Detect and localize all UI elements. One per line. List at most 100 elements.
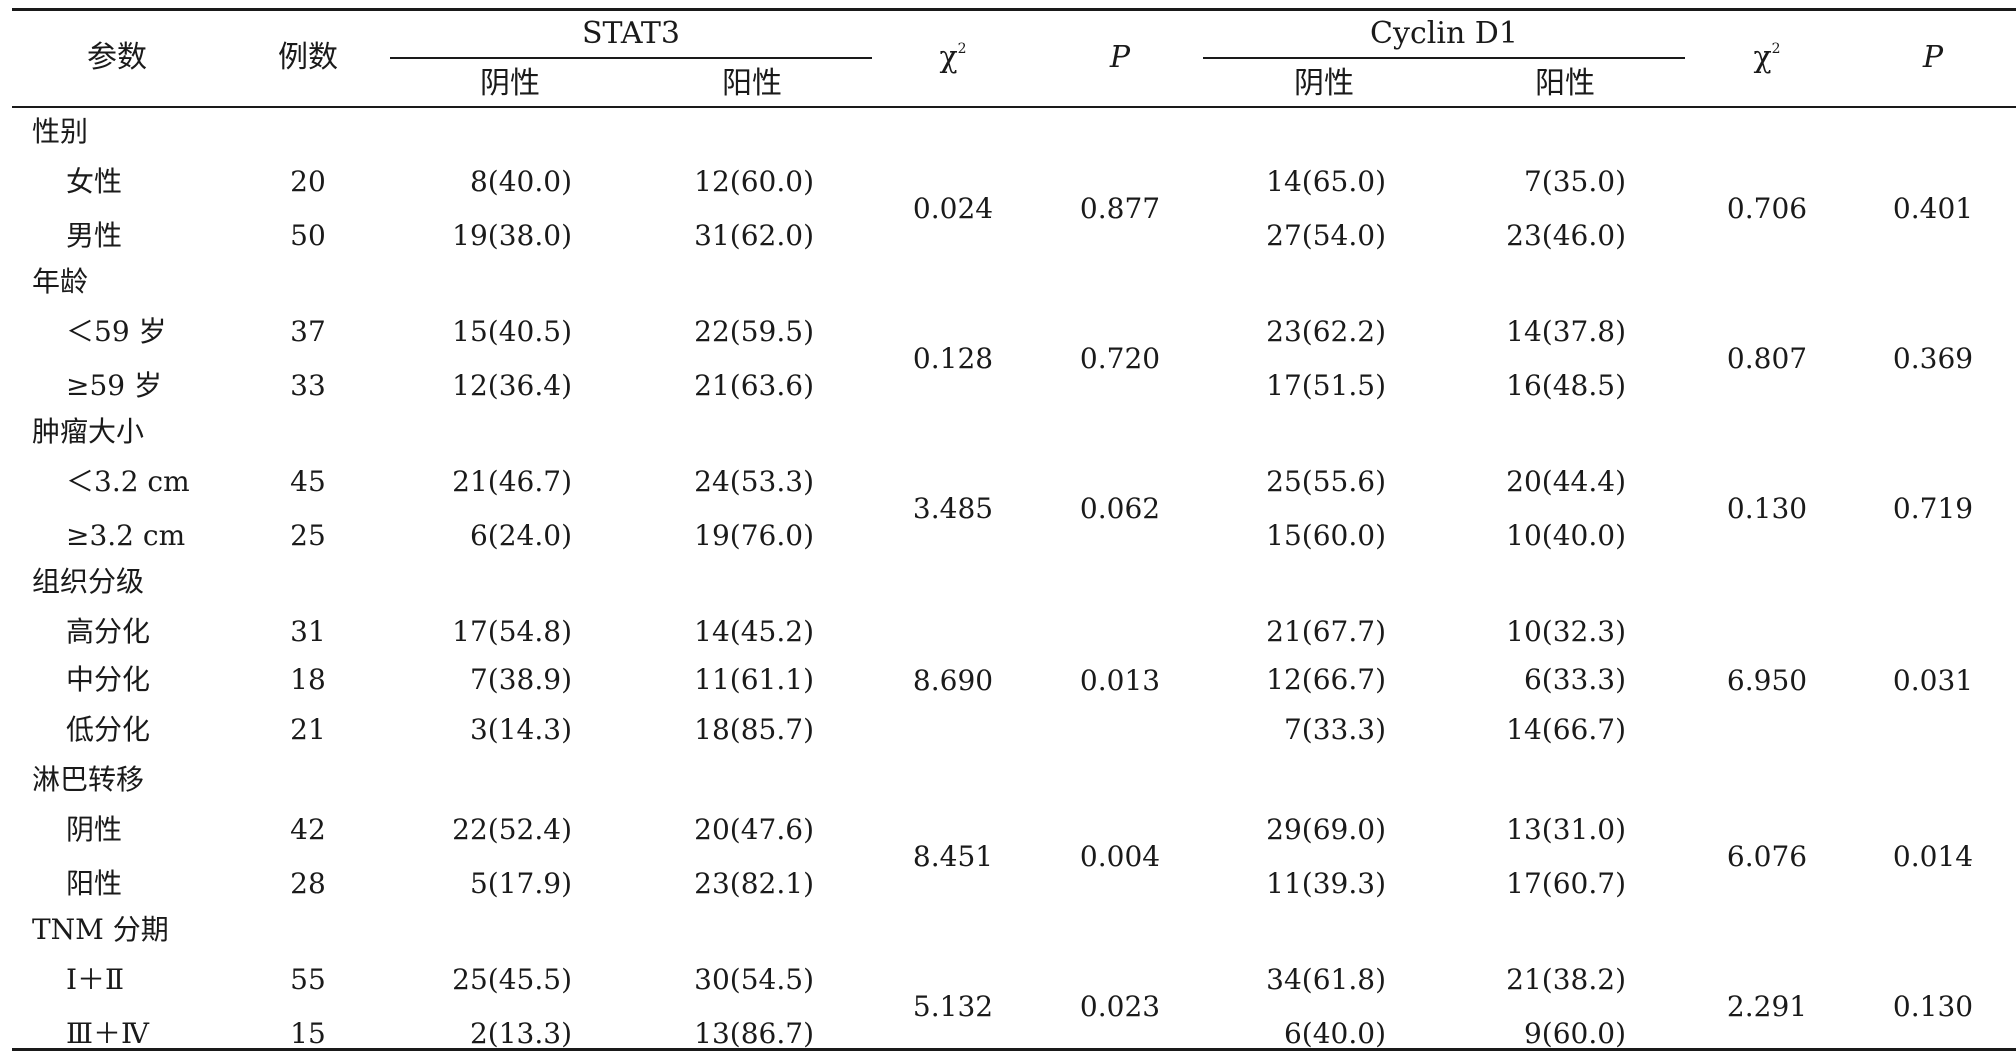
stat3-positive-cell: 19(76.0) (694, 519, 814, 552)
cyclin-chi-square-value: 0.706 (1726, 192, 1808, 225)
cyclin-p-value: 0.031 (1892, 664, 1974, 697)
table-bottom-rule (12, 1048, 2016, 1051)
header-stat3-negative: 阴性 (480, 66, 540, 101)
stat3-negative-cell: 15(40.5) (452, 315, 572, 348)
header-stat3-positive: 阳性 (722, 66, 782, 101)
header-stat3: STAT3 (581, 16, 681, 51)
cyclin-positive-cell: 14(37.8) (1506, 315, 1626, 348)
row-label: ≥59 岁 (66, 369, 162, 402)
cyclin-negative-cell: 23(62.2) (1266, 315, 1386, 348)
stat3-positive-cell: 11(61.1) (694, 663, 814, 696)
cyclin-positive-cell: 23(46.0) (1506, 219, 1626, 252)
stat3-p-value: 0.023 (1079, 990, 1161, 1023)
row-case-count: 42 (290, 813, 326, 846)
stat3-p-value: 0.062 (1079, 492, 1161, 525)
stat3-chi-square-value: 3.485 (912, 492, 994, 525)
header-cyclin-positive: 阳性 (1535, 66, 1595, 101)
cyclin-p-value: 0.014 (1892, 840, 1974, 873)
stat3-negative-cell: 6(24.0) (469, 519, 572, 552)
cyclin-positive-cell: 16(48.5) (1506, 369, 1626, 402)
stat3-negative-cell: 5(17.9) (469, 867, 572, 900)
stat3-chi-square-value: 8.690 (912, 664, 994, 697)
cyclin-negative-cell: 6(40.0) (1283, 1017, 1386, 1050)
cyclin-span-rule (1203, 57, 1685, 59)
row-case-count: 21 (290, 713, 326, 746)
cyclin-negative-cell: 21(67.7) (1266, 615, 1386, 648)
cyclin-negative-cell: 15(60.0) (1266, 519, 1386, 552)
stat3-negative-cell: 2(13.3) (469, 1017, 572, 1050)
stat3-positive-cell: 13(86.7) (694, 1017, 814, 1050)
stat3-negative-cell: 3(14.3) (469, 713, 572, 746)
cyclin-negative-cell: 17(51.5) (1266, 369, 1386, 402)
cyclin-negative-cell: 7(33.3) (1283, 713, 1386, 746)
row-label: ＜3.2 cm (66, 465, 190, 498)
row-label: ＜59 岁 (66, 315, 167, 348)
stat3-negative-cell: 12(36.4) (452, 369, 572, 402)
stat3-chi-square-value: 5.132 (912, 990, 994, 1023)
cyclin-negative-cell: 25(55.6) (1266, 465, 1386, 498)
stat3-positive-cell: 12(60.0) (694, 165, 814, 198)
cyclin-positive-cell: 13(31.0) (1506, 813, 1626, 846)
header-cyclin: Cyclin D1 (1370, 16, 1518, 51)
cyclin-positive-cell: 9(60.0) (1523, 1017, 1626, 1050)
row-label: ≥3.2 cm (66, 519, 186, 552)
cyclin-chi-square-value: 0.130 (1726, 492, 1808, 525)
group-title: 性别 (32, 115, 89, 148)
group-title: TNM 分期 (32, 913, 169, 946)
row-case-count: 55 (290, 963, 326, 996)
cyclin-negative-cell: 29(69.0) (1266, 813, 1386, 846)
stat3-positive-cell: 23(82.1) (694, 867, 814, 900)
table-top-rule (12, 8, 2016, 11)
group-title: 年龄 (32, 265, 89, 298)
row-case-count: 20 (290, 165, 326, 198)
cyclin-positive-cell: 10(32.3) (1506, 615, 1626, 648)
cyclin-positive-cell: 10(40.0) (1506, 519, 1626, 552)
cyclin-negative-cell: 34(61.8) (1266, 963, 1386, 996)
stat3-positive-cell: 30(54.5) (694, 963, 814, 996)
cyclin-positive-cell: 6(33.3) (1523, 663, 1626, 696)
row-case-count: 50 (290, 219, 326, 252)
stat3-negative-cell: 19(38.0) (452, 219, 572, 252)
stat3-positive-cell: 31(62.0) (694, 219, 814, 252)
cyclin-positive-cell: 21(38.2) (1506, 963, 1626, 996)
cyclin-p-value: 0.369 (1892, 342, 1974, 375)
stat3-chi-square-value: 0.128 (912, 342, 994, 375)
cyclin-chi-square-value: 2.291 (1726, 990, 1808, 1023)
stat3-negative-cell: 17(54.8) (452, 615, 572, 648)
row-case-count: 25 (290, 519, 326, 552)
stat3-chi-square-value: 8.451 (912, 840, 994, 873)
stat3-chi-square-value: 0.024 (912, 192, 994, 225)
stat3-negative-cell: 25(45.5) (452, 963, 572, 996)
row-label: 女性 (66, 165, 123, 198)
stat3-negative-cell: 22(52.4) (452, 813, 572, 846)
row-case-count: 31 (290, 615, 326, 648)
cyclin-negative-cell: 27(54.0) (1266, 219, 1386, 252)
cyclin-positive-cell: 17(60.7) (1506, 867, 1626, 900)
stat3-span-rule (390, 57, 872, 59)
row-label: 高分化 (66, 615, 151, 648)
row-label: 男性 (66, 219, 123, 252)
row-case-count: 15 (290, 1017, 326, 1050)
row-label: 阳性 (66, 867, 123, 900)
cyclin-positive-cell: 20(44.4) (1506, 465, 1626, 498)
row-label: 阴性 (66, 813, 123, 846)
stat3-positive-cell: 24(53.3) (694, 465, 814, 498)
row-case-count: 33 (290, 369, 326, 402)
row-case-count: 45 (290, 465, 326, 498)
stat3-positive-cell: 22(59.5) (694, 315, 814, 348)
stat3-positive-cell: 18(85.7) (694, 713, 814, 746)
row-case-count: 28 (290, 867, 326, 900)
cyclin-p-value: 0.130 (1892, 990, 1974, 1023)
stat3-positive-cell: 21(63.6) (694, 369, 814, 402)
cyclin-positive-cell: 14(66.7) (1506, 713, 1626, 746)
table-header-rule (12, 106, 2016, 108)
stat3-p-value: 0.877 (1079, 192, 1161, 225)
row-case-count: 18 (290, 663, 326, 696)
header-cyclin-p: P (1922, 40, 1944, 75)
group-title: 组织分级 (32, 565, 145, 598)
stat3-negative-cell: 8(40.0) (469, 165, 572, 198)
stat3-negative-cell: 21(46.7) (452, 465, 572, 498)
stat3-positive-cell: 20(47.6) (694, 813, 814, 846)
cyclin-chi-square-value: 6.076 (1726, 840, 1808, 873)
cyclin-negative-cell: 14(65.0) (1266, 165, 1386, 198)
